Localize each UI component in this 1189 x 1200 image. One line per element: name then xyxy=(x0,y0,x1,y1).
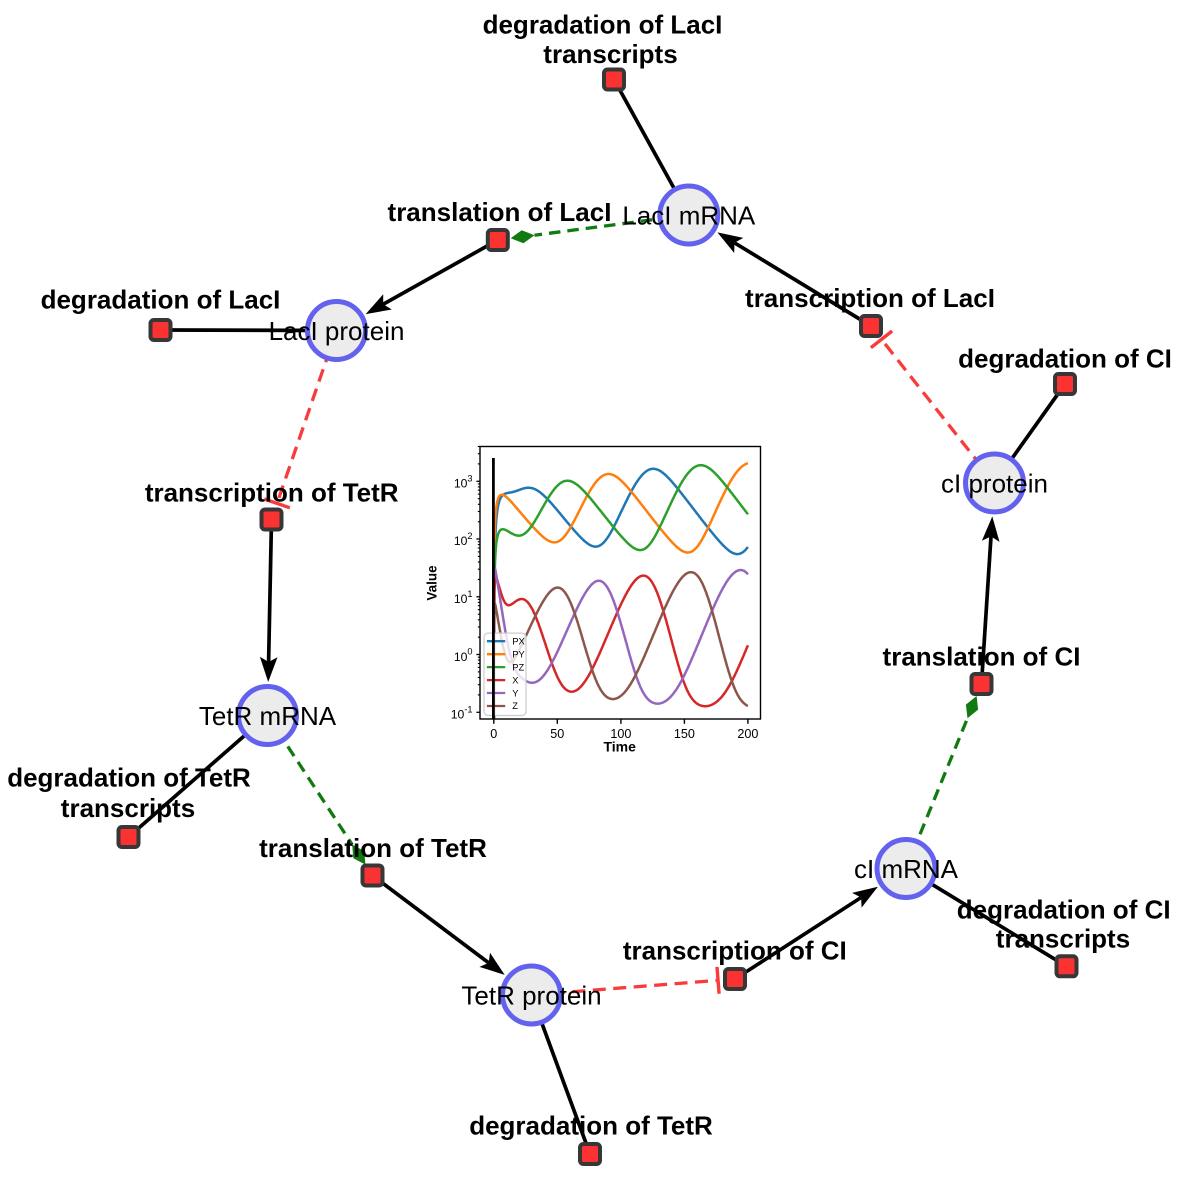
svg-text:degradation of CI: degradation of CI xyxy=(957,894,1171,924)
svg-text:transcripts: transcripts xyxy=(543,39,677,69)
svg-text:TetR mRNA: TetR mRNA xyxy=(199,701,337,731)
svg-text:transcription of TetR: transcription of TetR xyxy=(145,478,399,508)
svg-text:PX: PX xyxy=(512,637,524,647)
svg-text:transcription of LacI: transcription of LacI xyxy=(745,283,995,313)
svg-text:Z: Z xyxy=(512,701,518,711)
svg-text:transcripts: transcripts xyxy=(996,924,1130,954)
svg-text:PY: PY xyxy=(512,650,524,660)
svg-text:Time: Time xyxy=(603,739,636,755)
svg-text:translation of CI: translation of CI xyxy=(883,641,1081,671)
svg-text:200: 200 xyxy=(737,727,758,741)
svg-text:150: 150 xyxy=(674,727,695,741)
svg-text:Y: Y xyxy=(512,688,518,698)
svg-text:Value: Value xyxy=(425,565,440,601)
svg-text:translation of LacI: translation of LacI xyxy=(388,197,612,227)
svg-text:degradation of CI: degradation of CI xyxy=(958,343,1172,373)
svg-text:LacI mRNA: LacI mRNA xyxy=(622,201,756,231)
svg-text:transcription of CI: transcription of CI xyxy=(623,935,847,965)
svg-text:TetR protein: TetR protein xyxy=(461,981,601,1011)
svg-text:LacI protein: LacI protein xyxy=(269,316,405,346)
svg-text:PZ: PZ xyxy=(512,662,524,672)
svg-text:translation of TetR: translation of TetR xyxy=(259,833,487,863)
svg-text:degradation of TetR: degradation of TetR xyxy=(469,1110,713,1140)
svg-text:cI protein: cI protein xyxy=(941,469,1048,499)
svg-text:50: 50 xyxy=(550,727,564,741)
svg-text:cI mRNA: cI mRNA xyxy=(854,854,959,884)
svg-text:X: X xyxy=(512,675,518,685)
svg-text:degradation of LacI: degradation of LacI xyxy=(483,10,723,40)
svg-text:0: 0 xyxy=(490,727,497,741)
svg-text:transcripts: transcripts xyxy=(61,793,195,823)
svg-text:degradation of LacI: degradation of LacI xyxy=(41,284,281,314)
svg-text:degradation of TetR: degradation of TetR xyxy=(7,763,251,793)
svg-text:100: 100 xyxy=(610,727,631,741)
